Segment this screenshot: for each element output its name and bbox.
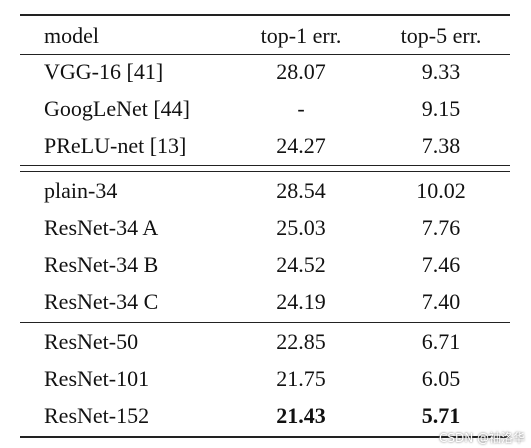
model-cell: ResNet-34 B: [44, 252, 159, 277]
rule: [20, 436, 510, 438]
error-cell: 6.05: [421, 366, 461, 391]
error-cell: 7.76: [421, 215, 461, 240]
error-cell: 24.52: [276, 252, 326, 277]
model-cell: plain-34: [44, 178, 118, 203]
error-cell: 21.43: [276, 403, 326, 428]
header-cell: top-5 err.: [400, 23, 482, 48]
model-cell: GoogLeNet [44]: [44, 96, 191, 121]
error-cell: 28.54: [276, 178, 326, 203]
rule: [20, 322, 510, 323]
error-cell: 5.71: [421, 403, 461, 428]
error-cell: 24.27: [276, 133, 326, 158]
error-cell: 6.71: [421, 329, 461, 354]
model-cell: ResNet-152: [44, 403, 150, 428]
error-cell: 28.07: [276, 59, 326, 84]
model-cell: PReLU-net [13]: [44, 133, 187, 158]
model-cell: ResNet-101: [44, 366, 150, 391]
rule: [20, 14, 510, 16]
error-cell: 10.02: [416, 178, 466, 203]
error-cell: 24.19: [276, 289, 326, 314]
error-cell: -: [297, 96, 305, 121]
error-cell: 7.38: [421, 133, 461, 158]
model-cell: ResNet-34 C: [44, 289, 159, 314]
header-cell: top-1 err.: [260, 23, 342, 48]
rule: [20, 54, 510, 55]
error-cell: 9.33: [421, 59, 461, 84]
rule: [20, 165, 510, 166]
model-cell: ResNet-34 A: [44, 215, 159, 240]
header-cell: model: [44, 23, 99, 48]
model-cell: VGG-16 [41]: [44, 59, 164, 84]
error-cell: 7.46: [421, 252, 461, 277]
error-cell: 21.75: [276, 366, 326, 391]
watermark: CSDN @袖洛华: [438, 431, 525, 445]
error-cell: 9.15: [421, 96, 461, 121]
error-cell: 7.40: [421, 289, 461, 314]
error-cell: 25.03: [276, 215, 326, 240]
model-cell: ResNet-50: [44, 329, 139, 354]
error-cell: 22.85: [276, 329, 326, 354]
rule: [20, 171, 510, 172]
